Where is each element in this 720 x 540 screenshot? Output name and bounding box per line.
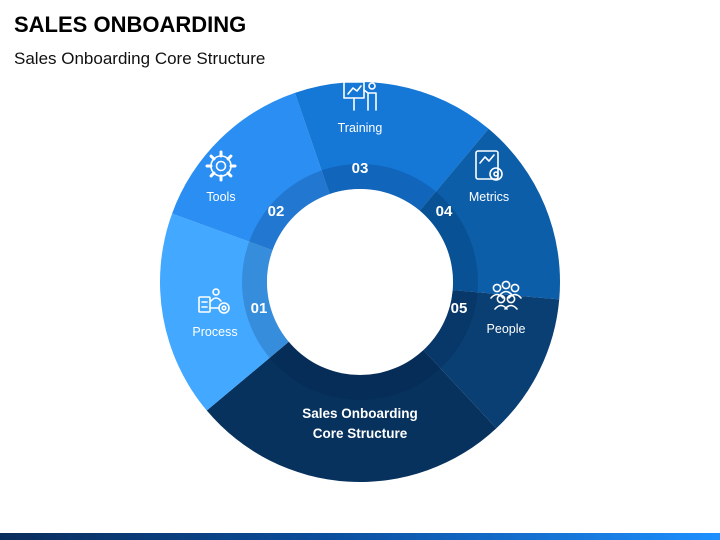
- segment-number-01: 01: [251, 300, 268, 317]
- gear-icon: [205, 150, 237, 182]
- center-label-line2: Core Structure: [313, 426, 408, 441]
- segment-people: [423, 290, 560, 429]
- center-segment: [206, 282, 497, 483]
- segment-training: [294, 82, 489, 211]
- segment-metrics: [419, 128, 560, 300]
- segment-tools: [172, 92, 330, 251]
- segment-label-training: Training: [338, 121, 383, 135]
- center-hole: [267, 189, 453, 375]
- segment-label-tools: Tools: [206, 190, 235, 204]
- center-label-line1: Sales Onboarding: [302, 406, 418, 421]
- segment-number-03: 03: [352, 160, 369, 177]
- training-icon: [343, 81, 377, 111]
- page-subtitle: Sales Onboarding Core Structure: [14, 49, 266, 68]
- segment-number-04: 04: [436, 203, 453, 220]
- footer-bar: [0, 533, 720, 540]
- metrics-icon: [475, 150, 503, 181]
- segment-label-process: Process: [192, 325, 237, 339]
- process-icon: [198, 288, 230, 314]
- segment-number-05: 05: [451, 300, 468, 317]
- segment-label-metrics: Metrics: [469, 190, 509, 204]
- segment-process: [159, 213, 289, 411]
- page-title: SALES ONBOARDING: [14, 12, 247, 37]
- segment-number-02: 02: [268, 203, 285, 220]
- people-icon: [490, 280, 522, 310]
- segment-label-people: People: [487, 322, 526, 336]
